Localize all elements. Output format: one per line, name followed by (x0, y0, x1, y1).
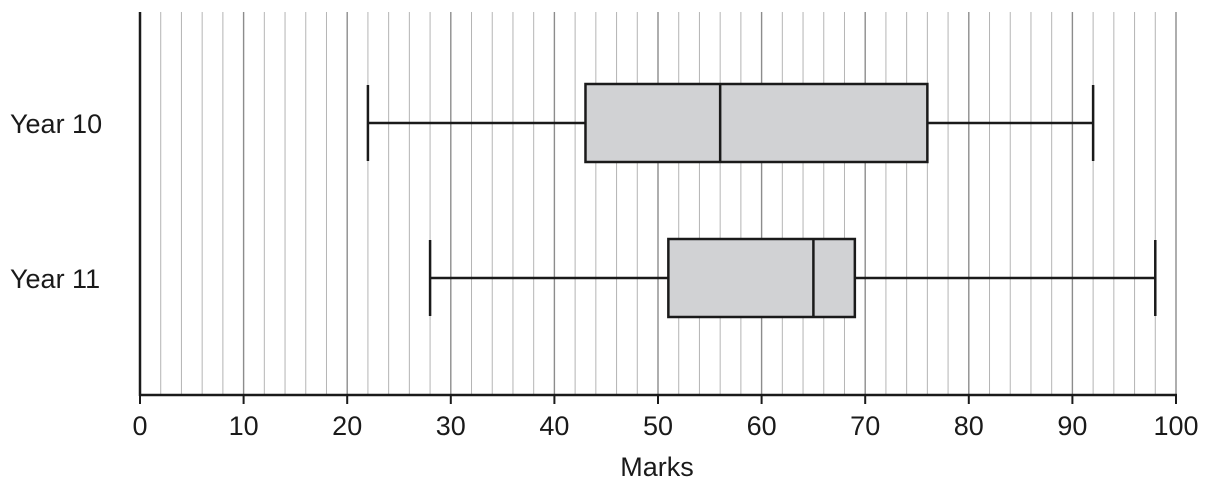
iqr-box (584, 82, 929, 164)
x-tick-label: 10 (229, 411, 259, 441)
category-label: Year 11 (10, 264, 100, 294)
x-tick-label: 90 (1057, 411, 1087, 441)
iqr-box (667, 237, 857, 319)
x-tick-label: 70 (850, 411, 880, 441)
x-tick-label: 60 (747, 411, 777, 441)
labels: Marks 0 10 20 30 40 50 60 70 80 90 100 Year 10 Year … (10, 109, 1199, 482)
x-axis-title: Marks (620, 452, 694, 482)
x-tick-label: 40 (539, 411, 569, 441)
grid-lines (160, 12, 1177, 395)
box-plot-1 (366, 82, 1095, 164)
category-label: Year 10 (10, 109, 102, 139)
x-tick-label: 50 (643, 411, 673, 441)
x-tick-label: 100 (1153, 411, 1198, 441)
box-plots (366, 82, 1157, 319)
x-tick-label: 0 (132, 411, 147, 441)
x-tick-label: 30 (436, 411, 466, 441)
x-tick-label: 20 (332, 411, 362, 441)
box-plot-2 (428, 237, 1157, 319)
x-tick-label: 80 (954, 411, 984, 441)
axes (138, 12, 1177, 404)
